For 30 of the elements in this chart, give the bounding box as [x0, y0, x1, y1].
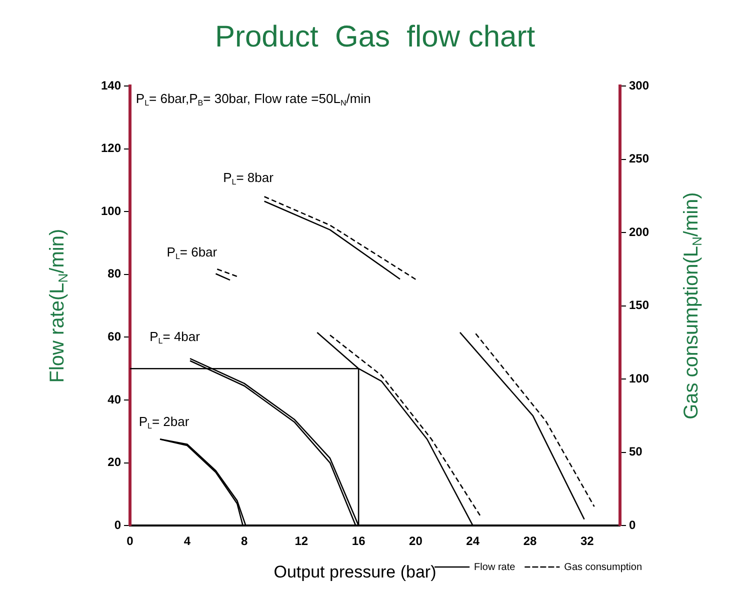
x-tick-label: 24	[466, 534, 480, 548]
y-tick-label: 100	[100, 204, 122, 218]
x-axis-title: Output pressure (bar)	[274, 562, 436, 582]
y-tick-label: 80	[108, 266, 122, 281]
chart-title: Product Gas flow chart	[214, 20, 536, 54]
y2-tick-label: 300	[628, 78, 650, 92]
y-axis-title: Flow rate(LN/min)	[46, 228, 71, 383]
y-tick-label: 0	[114, 518, 122, 532]
legend-label: Gas consumption	[564, 562, 642, 573]
x-tick-label: 4	[184, 534, 191, 548]
x-tick-label: 16	[352, 534, 366, 548]
x-tick-label: 12	[294, 534, 308, 548]
x-tick-label: 32	[580, 534, 594, 548]
x-tick-label: 28	[523, 534, 537, 548]
x-tick-label: 20	[409, 534, 423, 548]
y2-tick-label: 50	[628, 444, 643, 459]
y-tick-label: 140	[100, 78, 122, 92]
y2-tick-label: 0	[628, 518, 636, 532]
x-tick-label: 0	[126, 534, 134, 548]
y2-axis-title: Gas consumption(LN/min)	[680, 192, 705, 420]
y2-tick-label: 200	[628, 224, 650, 239]
y-tick-label: 120	[100, 141, 122, 156]
y-tick-label: 60	[108, 330, 122, 344]
y2-tick-label: 250	[628, 152, 650, 166]
x-tick-label: 8	[240, 534, 248, 548]
y2-tick-label: 100	[628, 371, 650, 386]
y-tick-label: 40	[108, 392, 122, 406]
legend-label: Flow rate	[474, 562, 516, 573]
y-tick-label: 20	[108, 455, 122, 470]
y2-tick-label: 150	[628, 298, 650, 312]
